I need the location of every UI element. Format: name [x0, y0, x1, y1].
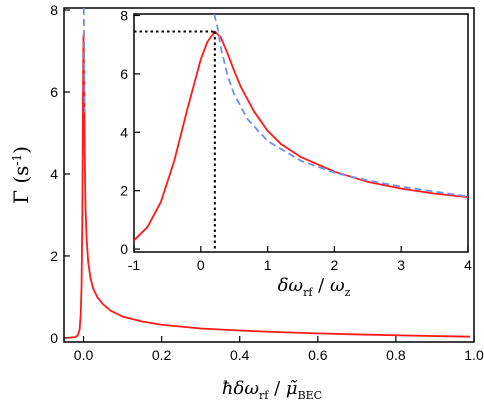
main-plot-frame	[63, 7, 475, 343]
main-y-axis-label-close: )	[9, 146, 33, 154]
main-x-tick-label: 0.4	[230, 347, 250, 363]
main-x-axis-label-mu-sub: BEC	[298, 389, 323, 402]
inset-series	[134, 14, 468, 241]
main-x-tick-label: 0.2	[152, 347, 172, 363]
inset-background	[134, 14, 468, 252]
inset-y-tick-label: 6	[120, 66, 128, 82]
main-x-axis-label: ħδωrf / μ̃BEC	[222, 378, 322, 402]
main-ticks: 0.0 0.2 0.4 0.6 0.8 1.0 0 2 4 6 8	[50, 2, 484, 363]
inset-x-axis-label: δωrf / ωz	[278, 275, 351, 299]
main-x-tick-label: 0.6	[308, 347, 328, 363]
main-x-axis-label-mu: μ̃	[286, 378, 298, 399]
main-y-axis-label-main: Γ (s	[9, 166, 33, 204]
inset-x-axis-label-main: δω	[278, 275, 304, 296]
inset-y-tick-label: 8	[120, 7, 128, 23]
main-y-tick-label: 8	[50, 2, 58, 18]
inset-y-tick-label: 2	[120, 183, 128, 199]
inset-x-tick-label: 1	[264, 257, 272, 273]
inset-x-tick-label: 2	[331, 257, 339, 273]
main-x-tick-label: 0.8	[386, 347, 406, 363]
inset-y-tick-label: 0	[120, 241, 128, 257]
inset-x-tick-label: -1	[128, 257, 141, 273]
main-chart: 0.0 0.2 0.4 0.6 0.8 1.0 0 2 4 6 8	[50, 2, 484, 363]
inset-x-tick-label: 3	[397, 257, 405, 273]
main-x-axis-label-sep: /	[268, 378, 286, 399]
inset-x-tick-label: 0	[197, 257, 205, 273]
main-y-tick-label: 6	[50, 84, 58, 100]
inset-plot-frame	[133, 13, 469, 253]
inset-x-axis-label-w-sub: z	[345, 286, 351, 299]
main-x-axis-label-sub: rf	[259, 389, 269, 402]
main-asymptote-dashed-line	[82, 8, 86, 113]
main-y-tick-label: 2	[50, 248, 58, 264]
main-model-curve	[67, 33, 471, 339]
main-x-tick-label: 1.0	[464, 347, 484, 363]
main-y-tick-label: 4	[50, 166, 58, 182]
inset-x-axis-label-w: ω	[330, 275, 345, 296]
main-series	[67, 8, 471, 339]
inset-model-curve	[134, 30, 468, 241]
main-x-axis-label-main: ħδω	[222, 378, 259, 399]
inset-y-tick-label: 4	[120, 124, 128, 140]
main-y-axis-label: Γ (s-1)	[9, 146, 33, 204]
main-y-tick-label: 0	[50, 330, 58, 346]
inset-asymptote-dashed-line	[213, 14, 468, 198]
inset-peak-marker	[134, 30, 216, 252]
main-y-axis-label-sup: -1	[10, 154, 24, 166]
inset-x-tick-label: 4	[464, 257, 472, 273]
inset-x-axis-label-sep: /	[312, 275, 330, 296]
inset-x-axis-label-sub: rf	[303, 286, 313, 299]
main-x-tick-label: 0.0	[74, 347, 94, 363]
